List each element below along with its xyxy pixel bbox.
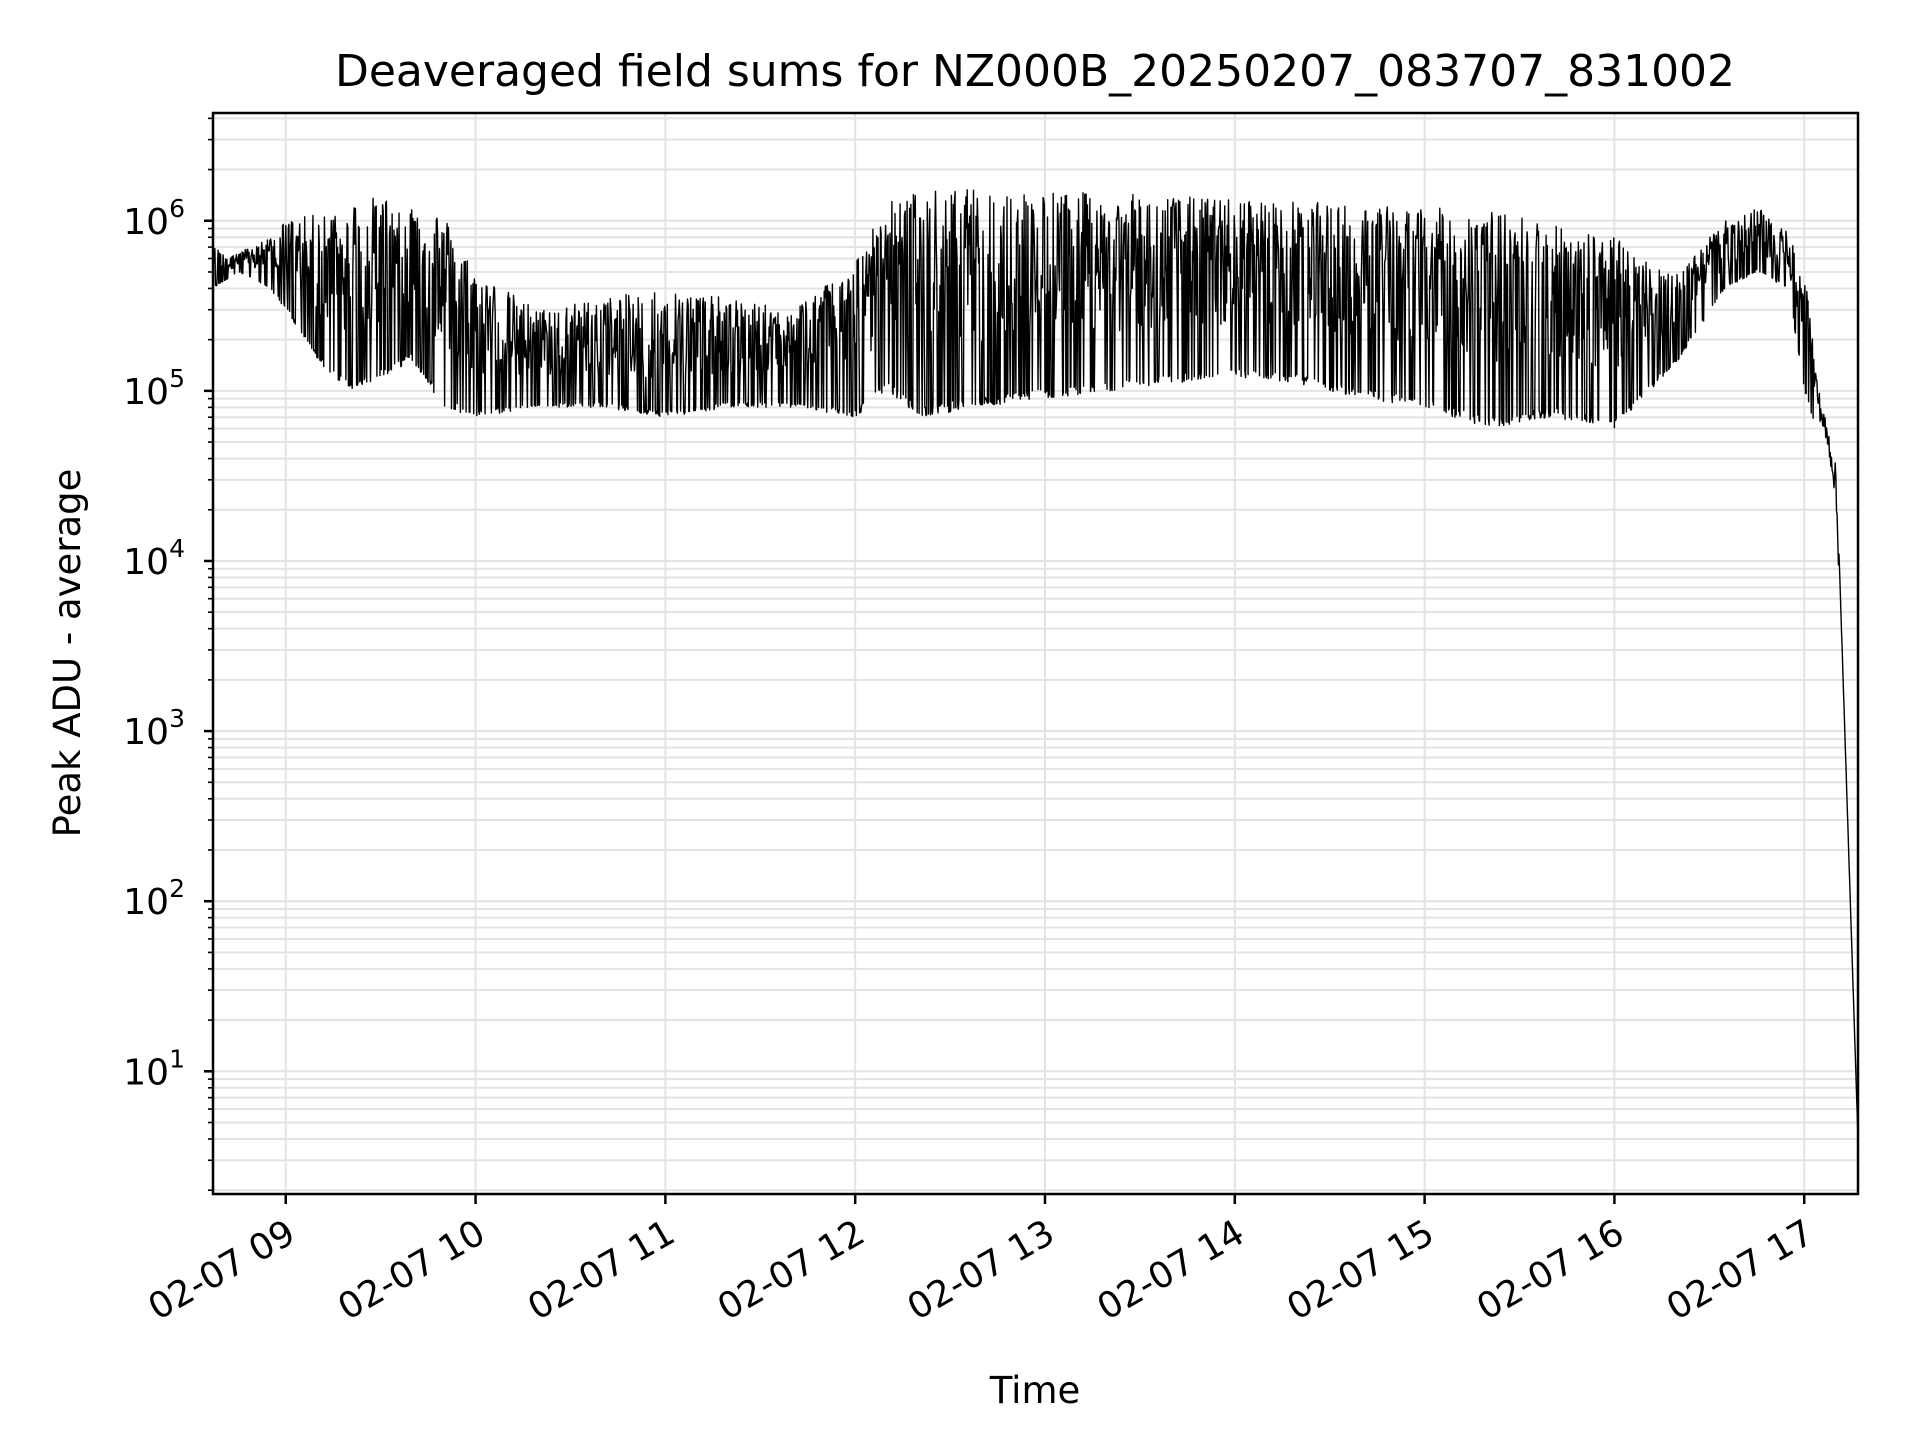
- y-axis-label: Peak ADU - average: [46, 469, 89, 838]
- plot-frame: [211, 111, 1860, 1196]
- y-tick-label: 105: [123, 364, 185, 413]
- y-tick-label: 104: [123, 534, 185, 583]
- series-line: [212, 189, 1859, 1140]
- y-tick-label: 102: [123, 874, 185, 923]
- y-tick-label: 103: [123, 704, 185, 753]
- y-tick-label: 101: [123, 1044, 185, 1093]
- chart-title: Deaveraged field sums for NZ000B_2025020…: [335, 46, 1735, 97]
- grid: [213, 113, 1858, 1194]
- y-tick-label: 106: [123, 194, 185, 243]
- series-layer: [212, 189, 1859, 1140]
- x-axis-label: Time: [989, 1369, 1081, 1412]
